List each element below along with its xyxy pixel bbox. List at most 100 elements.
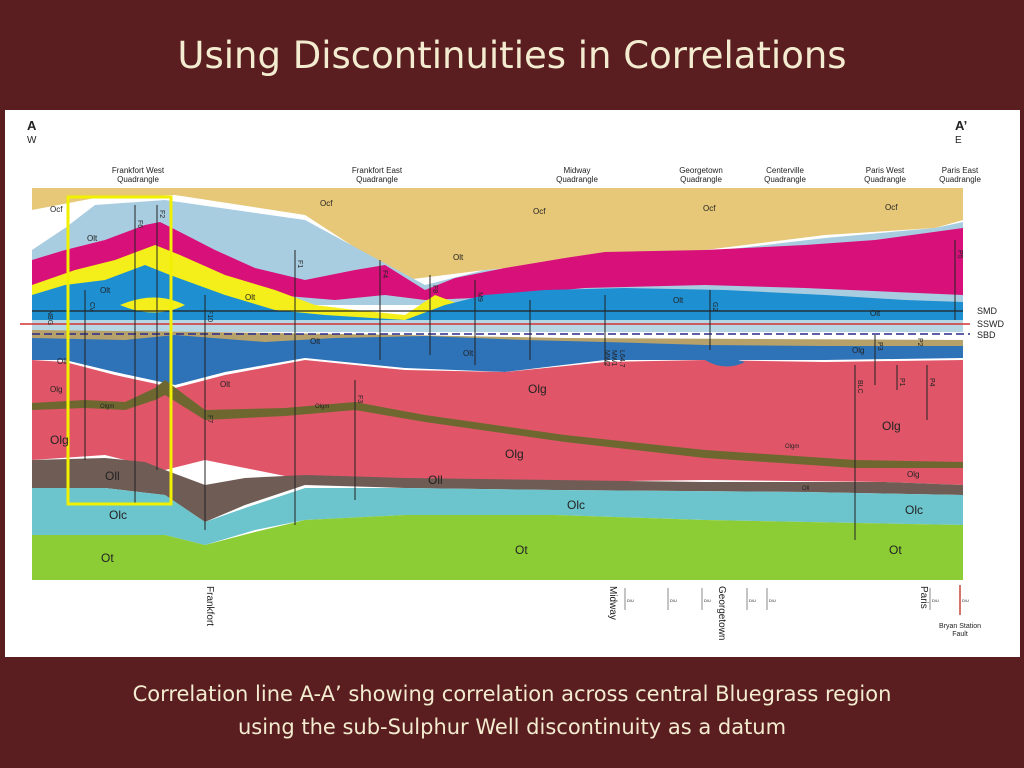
well-label: F6 bbox=[136, 220, 143, 228]
caption-line-2: using the sub-Sulphur Well discontinuity… bbox=[237, 715, 787, 739]
unit-label-ocf: Ocf bbox=[703, 204, 716, 213]
unit-label-olt-m: Olt bbox=[673, 296, 684, 305]
datum-band-light bbox=[32, 320, 963, 332]
yellow-bed bbox=[32, 245, 963, 320]
unit-label-olg: Olg bbox=[528, 382, 547, 396]
lens bbox=[120, 297, 185, 313]
well-label: P2 bbox=[916, 338, 923, 347]
well-label: F10 bbox=[206, 310, 213, 322]
well-label: P1 bbox=[898, 378, 905, 387]
unit-label-olt-m: Olt bbox=[245, 293, 256, 302]
unit-label-olt-u: Olt bbox=[87, 234, 98, 243]
unit-label-olt-l: Olt bbox=[220, 380, 231, 389]
unit-olc bbox=[32, 488, 963, 545]
unit-label-oli: Oli bbox=[57, 357, 67, 366]
town-label: Midway bbox=[607, 586, 618, 620]
datum-label: SSWD bbox=[977, 319, 1005, 329]
fault-label: Bryan Station Fault bbox=[939, 623, 981, 638]
unit-label-ocf: Ocf bbox=[885, 203, 898, 212]
fault-label: Bryan Station Fault bbox=[939, 623, 981, 638]
unit-label-ocf: Ocf bbox=[50, 205, 63, 214]
fault-mark: D/U bbox=[769, 598, 776, 603]
unit-label-ot: Ot bbox=[889, 543, 902, 557]
well-label: BLC bbox=[856, 380, 863, 394]
unit-label-olt-l: Olt bbox=[310, 337, 321, 346]
unit-olt-lower bbox=[32, 335, 963, 385]
unit-label-olt-l: Olt bbox=[463, 349, 474, 358]
quadrangle-label: Midway Quadrangle bbox=[556, 166, 598, 184]
unit-label-olg: Olg bbox=[50, 433, 69, 447]
quadrangle-label: Centerville Quadrangle bbox=[764, 166, 806, 184]
unit-label-olg: Olg bbox=[882, 419, 901, 433]
well-label: NBG bbox=[46, 310, 53, 325]
well-label: F8 bbox=[431, 285, 438, 293]
fault-mark: D/U bbox=[670, 598, 677, 603]
unit-label-oll: Oll bbox=[105, 469, 120, 483]
unit-label-ocf: Ocf bbox=[320, 199, 333, 208]
fault-marks: D/U D/U D/U D/U D/U D/U D/U bbox=[624, 588, 969, 610]
town-label: Frankfort bbox=[204, 586, 215, 626]
unit-label-olg: Olg bbox=[505, 447, 524, 461]
well-label: F3 bbox=[356, 395, 363, 403]
lens bbox=[705, 357, 745, 367]
fault-mark: D/U bbox=[704, 598, 711, 603]
unit-ocf bbox=[32, 188, 963, 280]
well-lines bbox=[84, 205, 956, 540]
datum-label: SBD bbox=[977, 330, 996, 340]
unit-olt-middle bbox=[32, 265, 963, 325]
unit-label-olt-u: Olt bbox=[453, 253, 464, 262]
well-label: M9 bbox=[476, 292, 483, 302]
unit-label-olg: Olg bbox=[50, 385, 62, 394]
end-dir-w: W bbox=[27, 135, 37, 146]
fault-mark: D/U bbox=[932, 598, 939, 603]
quadrangle-label: Frankfort West Quadrangle bbox=[112, 166, 165, 184]
unit-label-olt-m: Olt bbox=[870, 309, 881, 318]
quadrangle-label: Frankfort East Quadrangle bbox=[352, 166, 403, 184]
unit-label-olgm: Olgm bbox=[785, 444, 799, 450]
cross-section-figure: A W A’ E Frankfort West Quadrangle Frankfo… bbox=[5, 110, 1020, 657]
town-label: Paris bbox=[918, 586, 929, 609]
town-label: Georgetown bbox=[716, 586, 727, 640]
caption-line-1: Correlation line A-A’ showing correlatio… bbox=[132, 682, 892, 706]
unit-label-ot: Ot bbox=[101, 551, 114, 565]
unit-label-olg: Olg bbox=[852, 346, 864, 355]
unit-label-oll: Oll bbox=[802, 486, 809, 492]
well-label: P5 bbox=[956, 250, 963, 259]
well-label: F2 bbox=[158, 210, 165, 218]
unit-label-ocf: Ocf bbox=[533, 207, 546, 216]
well-label: F7 bbox=[206, 415, 213, 423]
well-label: F1 bbox=[296, 260, 303, 268]
slide-caption: Correlation line A-A’ showing correlatio… bbox=[0, 678, 1024, 744]
well-label: P3 bbox=[876, 342, 883, 351]
fault-mark: D/U bbox=[627, 598, 634, 603]
quadrangle-labels: Frankfort West Quadrangle Frankfort East Qu… bbox=[112, 166, 982, 184]
well-label: G2 bbox=[711, 302, 718, 311]
unit-label-ot: Ot bbox=[515, 543, 528, 557]
unit-label-olgm: Olgm bbox=[315, 404, 329, 410]
unit-label-olt-m: Olt bbox=[100, 286, 111, 295]
cross-section-svg: A W A’ E Frankfort West QuadrangleFrankfo… bbox=[20, 118, 1005, 640]
highlight-box bbox=[66, 195, 173, 506]
unit-label-olg: Olg bbox=[907, 470, 919, 479]
fault-mark: D/U bbox=[749, 598, 756, 603]
datum-label: SMD bbox=[977, 306, 998, 316]
quadrangle-label: Georgetown Quadrangle bbox=[679, 166, 723, 184]
well-label: CV bbox=[88, 302, 95, 312]
well-label: L64.7 bbox=[618, 350, 625, 368]
unit-label-olc: Olc bbox=[567, 498, 585, 512]
well-label: MW1 bbox=[610, 350, 617, 366]
town-labels: Frankfort Midway Georgetown Paris bbox=[204, 586, 929, 640]
unit-label-olc: Olc bbox=[109, 508, 127, 522]
unit-label-olgm: Olgm bbox=[100, 404, 114, 410]
well-label: MW2 bbox=[603, 350, 610, 366]
quadrangle-label: Paris East Quadrangle bbox=[939, 166, 981, 184]
well-label: P4 bbox=[928, 378, 935, 387]
end-label-a-prime: A’ bbox=[955, 118, 967, 133]
quadrangle-label: Paris West Quadrangle bbox=[864, 166, 906, 184]
fault-mark: D/U bbox=[962, 598, 969, 603]
unit-ot bbox=[32, 515, 963, 580]
unit-oll bbox=[32, 458, 963, 522]
magenta-bed bbox=[32, 222, 963, 300]
well-label: F4 bbox=[381, 270, 388, 278]
